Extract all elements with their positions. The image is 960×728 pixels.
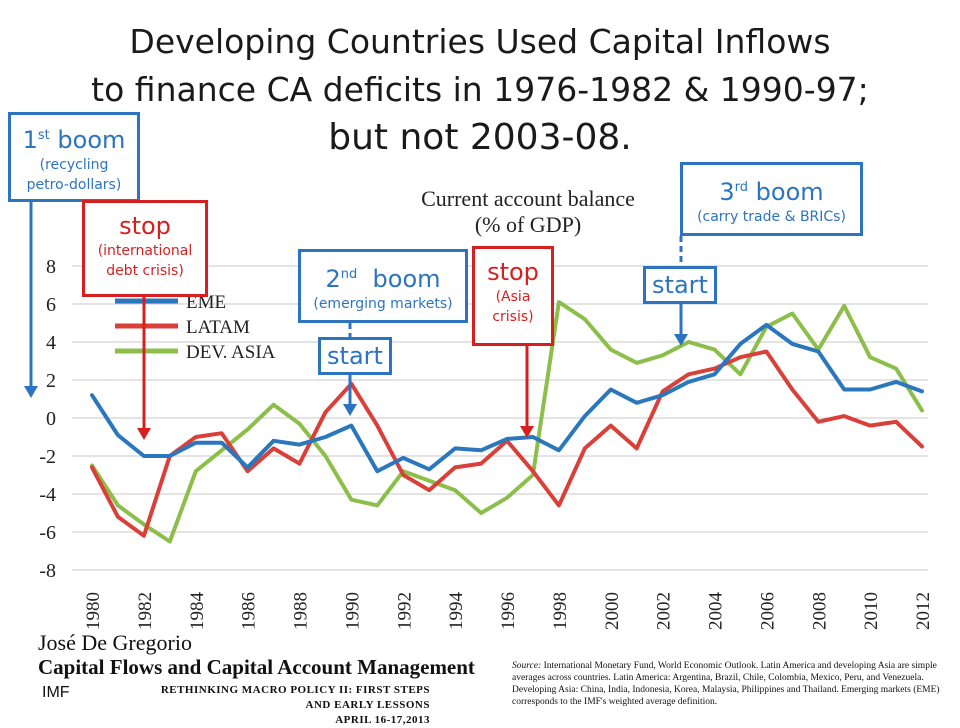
slide-title-line3: but not 2003-08.	[328, 117, 632, 158]
first-boom-box: 1st boom (recycling petro-dollars)	[8, 112, 140, 202]
y-tick-label: 8	[46, 256, 56, 278]
tick-layer: 8 6 4 2 0 -2 -4 -6 -8 1980 1982 1984 1986 1988 1990 199…	[39, 256, 934, 630]
x-tick-label: 1990	[342, 592, 363, 630]
stop2-detail-line1: (Asia	[495, 289, 531, 305]
chart-title: Current account balance	[421, 186, 635, 211]
boom2-arrow-head	[343, 404, 357, 416]
boom1-num: 1	[22, 126, 38, 154]
y-tick-label: 6	[46, 294, 56, 316]
x-tick-label: 2002	[654, 592, 675, 630]
x-tick-label: 1994	[446, 592, 467, 631]
stop1-detail-line1: (international	[97, 243, 193, 259]
x-tick-label: 2000	[602, 592, 623, 630]
x-tick-label: 2008	[809, 592, 830, 630]
boom2-num: 2	[325, 265, 341, 293]
y-tick-label: 2	[46, 370, 56, 392]
boom2-sup: nd	[340, 267, 358, 282]
boom1-word: boom	[57, 126, 126, 154]
source-text: International Monetary Fund, World Econo…	[512, 661, 940, 707]
x-tick-label: 1980	[83, 592, 104, 630]
stop-asia-crisis-box: stop (Asia crisis)	[472, 246, 554, 346]
boom3-sup: rd	[734, 180, 749, 195]
talk-title: Capital Flows and Capital Account Manage…	[38, 655, 475, 679]
boom3-detail: (carry trade & BRICs)	[697, 209, 846, 225]
slide-title: Developing Countries Used Capital Inflow…	[40, 18, 920, 162]
y-tick-label: 4	[46, 332, 56, 354]
boom2-word: boom	[372, 265, 441, 293]
boom1-sup: st	[37, 128, 50, 143]
source-note: Source: International Monetary Fund, Wor…	[512, 660, 944, 708]
x-tick-label: 2010	[861, 592, 882, 630]
boom3-num: 3	[719, 178, 735, 206]
stop1-arrow-head	[137, 428, 151, 440]
x-tick-label: 2012	[913, 592, 934, 630]
third-boom-box: 3rd boom (carry trade & BRICs)	[680, 162, 863, 236]
boom1-detail-line2: petro-dollars)	[26, 177, 122, 193]
series-layer	[90, 300, 924, 544]
second-boom-box: 2nd boom (emerging markets)	[298, 249, 468, 323]
boom1-detail-line1: (recycling	[39, 157, 109, 173]
source-label: Source:	[512, 661, 542, 671]
legend-label: DEV. ASIA	[186, 342, 276, 363]
x-tick-label: 1998	[550, 592, 571, 630]
stop2-arrow-head	[520, 426, 534, 438]
x-tick-label: 1986	[239, 592, 260, 630]
x-tick-label: 2006	[757, 592, 778, 630]
x-tick-label: 1982	[135, 592, 156, 630]
y-tick-label: -2	[39, 446, 56, 468]
series-line-eme	[90, 322, 924, 474]
conference-block: RETHINKING MACRO POLICY II: FIRST STEPS …	[150, 683, 430, 728]
chart-legend: EME LATAM DEV. ASIA	[115, 292, 276, 363]
y-tick-label: -4	[39, 484, 56, 506]
stop1-detail-line2: debt crisis)	[106, 263, 184, 279]
stop1-title: stop	[119, 212, 171, 240]
y-tick-label: -8	[39, 560, 56, 582]
slide-title-line1: Developing Countries Used Capital Inflow…	[129, 22, 831, 61]
annotation-arrows	[24, 202, 688, 440]
boom1-arrow-head	[24, 386, 38, 398]
imf-label: IMF	[42, 684, 70, 701]
chart-subtitle: (% of GDP)	[474, 212, 582, 237]
y-tick-label: 0	[46, 408, 56, 430]
second-boom-start-label: start	[318, 337, 392, 375]
boom3-arrow-head	[674, 334, 688, 346]
third-boom-start-label: start	[643, 266, 717, 304]
stop-debt-crisis-box: stop (international debt crisis)	[82, 200, 208, 297]
slide-title-line2: to finance CA deficits in 1976-1982 & 19…	[91, 70, 869, 109]
boom3-word: boom	[755, 178, 824, 206]
x-tick-label: 1988	[291, 592, 312, 630]
legend-label: LATAM	[186, 317, 250, 338]
x-tick-label: 1984	[187, 592, 208, 631]
conference-dates: APRIL 16-17,2013	[335, 714, 430, 726]
conference-name: RETHINKING MACRO POLICY II: FIRST STEPS …	[160, 684, 430, 711]
author-name: José De Gregorio	[38, 630, 192, 655]
legend-label: EME	[186, 292, 226, 313]
stop2-title: stop	[487, 258, 539, 286]
y-tick-label: -6	[39, 522, 56, 544]
x-tick-label: 2004	[706, 592, 727, 631]
boom2-detail: (emerging markets)	[313, 296, 453, 312]
chart-heading: Current account balance (% of GDP)	[368, 186, 688, 238]
x-tick-label: 1992	[394, 592, 415, 630]
stop2-detail-line2: crisis)	[492, 309, 534, 325]
x-tick-label: 1996	[498, 592, 519, 630]
